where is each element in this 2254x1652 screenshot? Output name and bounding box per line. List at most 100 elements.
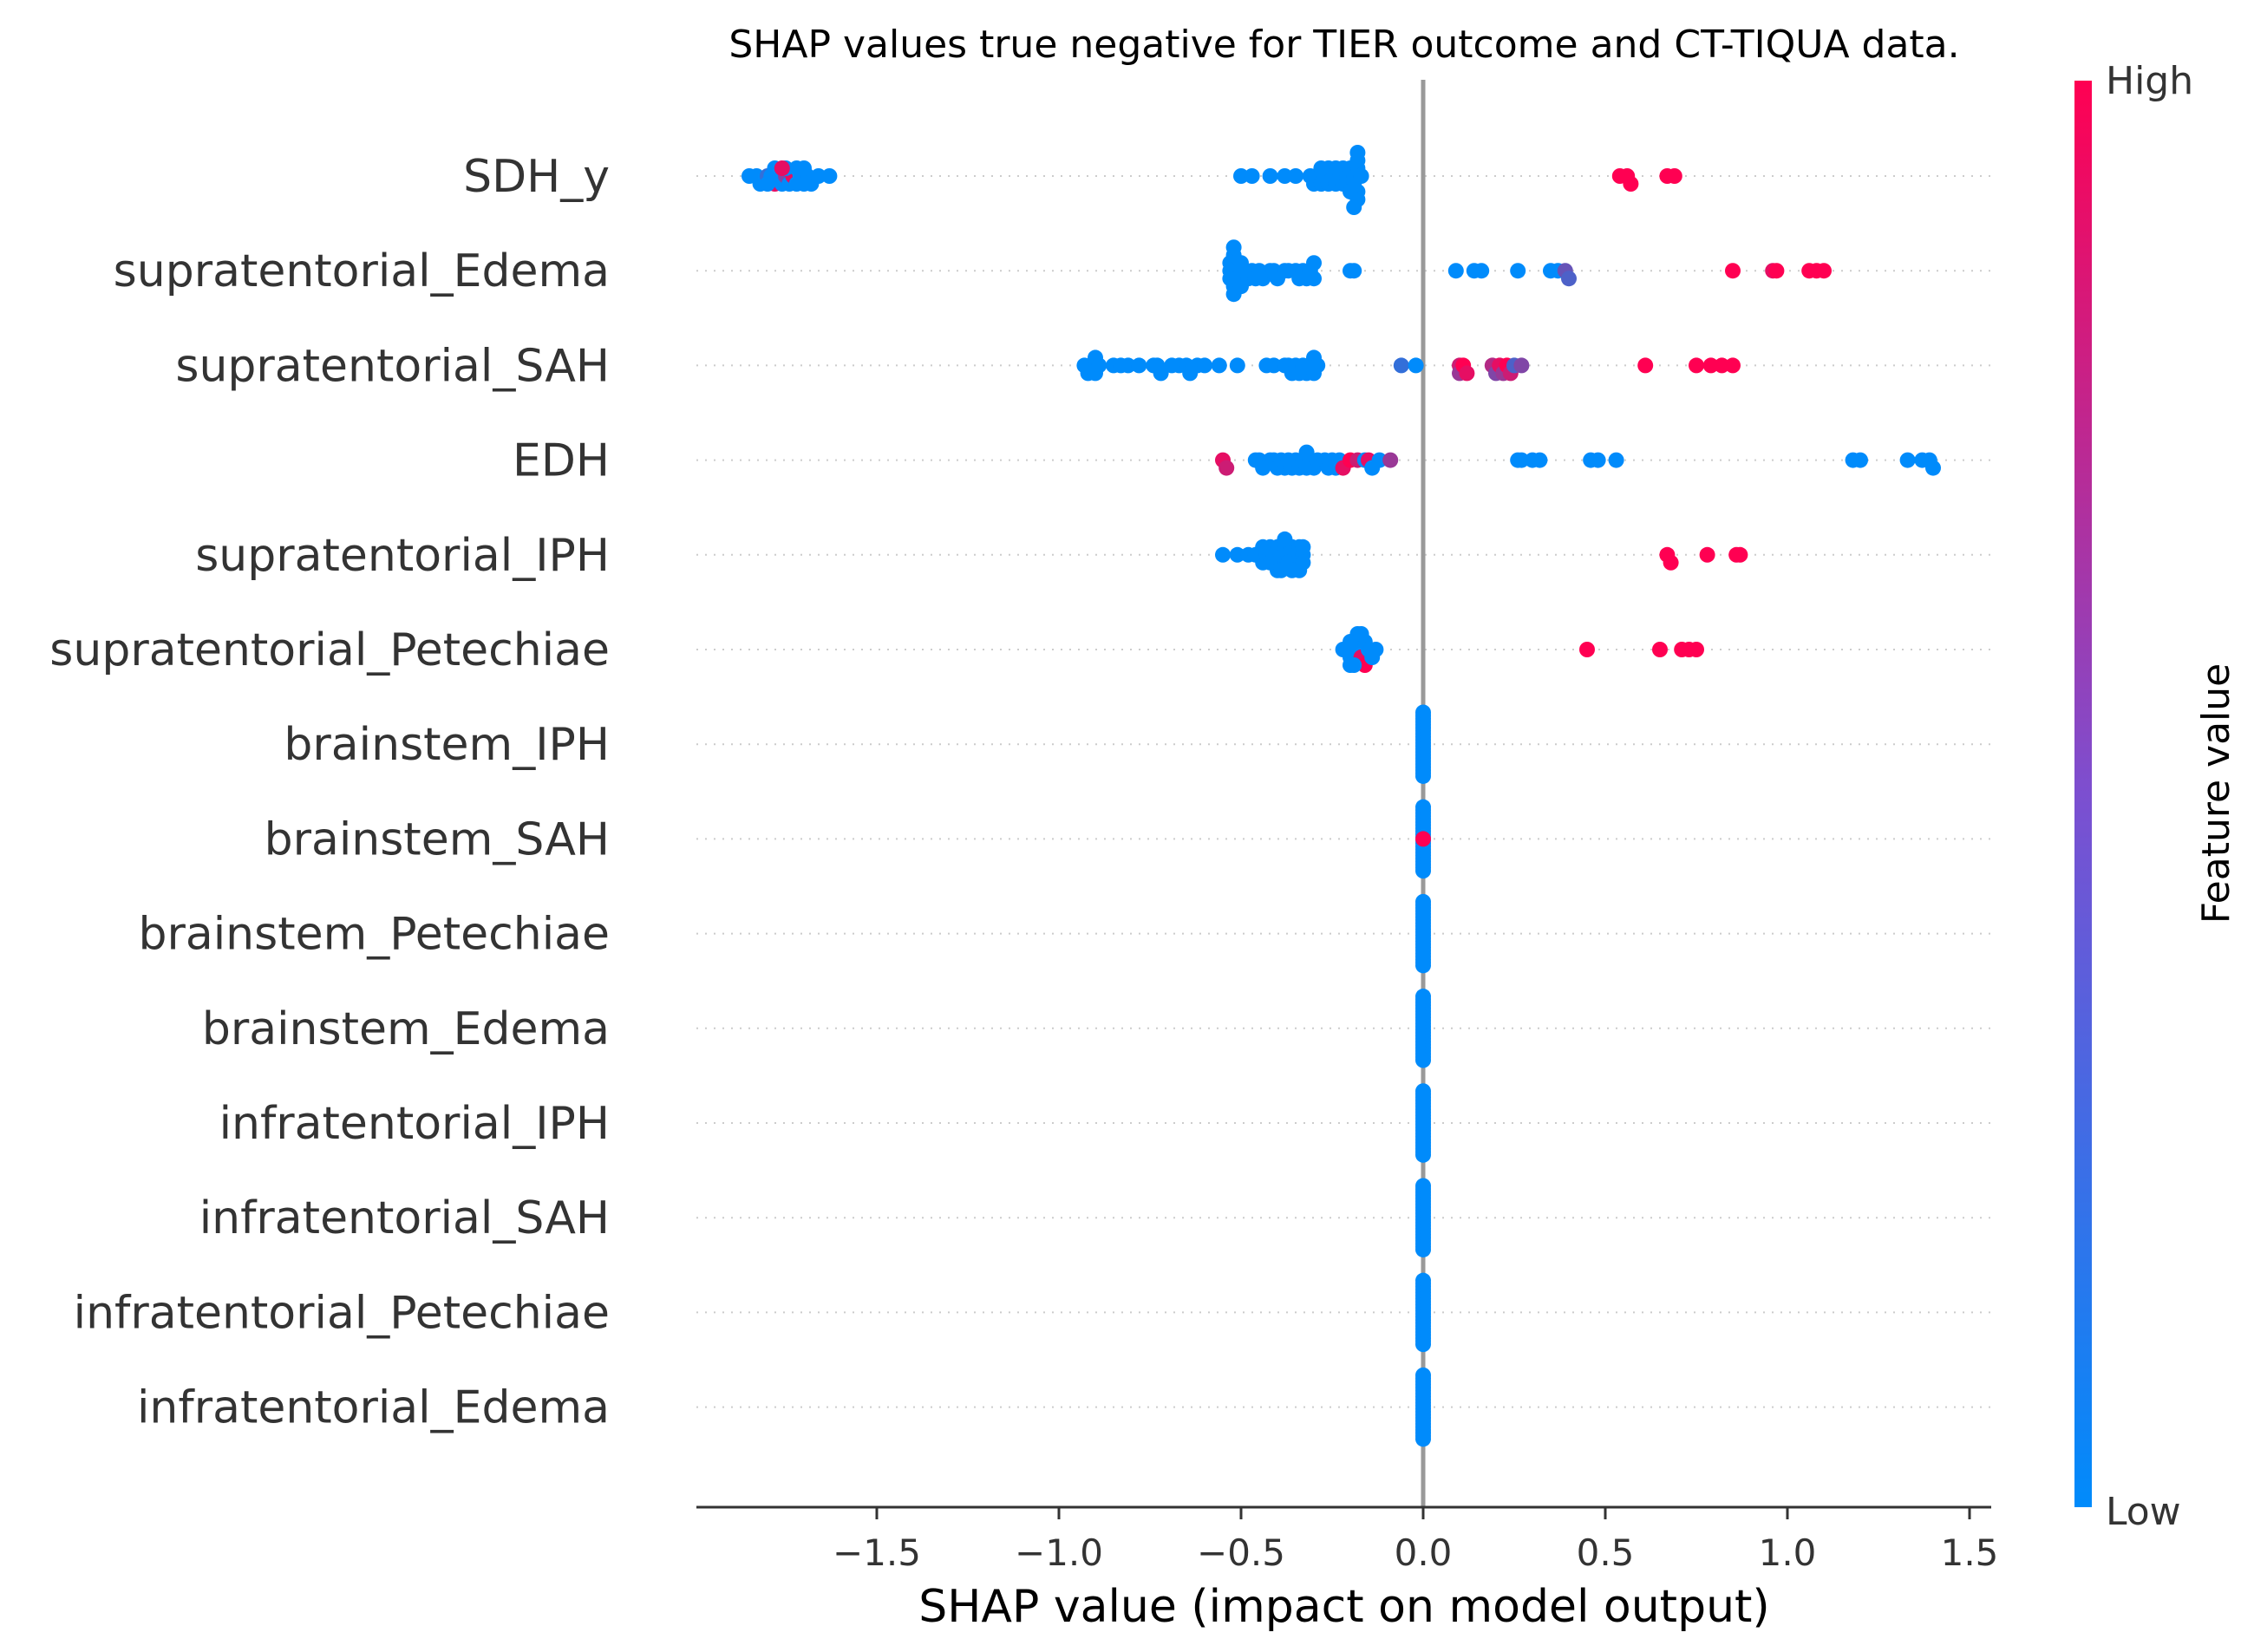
shap-point: [1368, 642, 1384, 657]
chart-title: SHAP values true negative for TIER outco…: [728, 23, 1959, 67]
colorbar-title: Feature value: [2194, 663, 2238, 924]
shap-point: [1310, 357, 1326, 374]
shap-point: [1393, 357, 1409, 374]
shap-point: [1714, 357, 1730, 374]
shap-point: [1295, 539, 1311, 555]
shap-point: [1131, 357, 1147, 374]
shap-point: [1262, 168, 1278, 184]
shap-point: [1313, 160, 1330, 176]
shap-point: [1265, 357, 1282, 374]
colorbar: [2074, 81, 2092, 1507]
feature-label: infratentorial_IPH: [219, 1098, 610, 1150]
shap-point: [1153, 365, 1169, 382]
feature-label: infratentorial_Edema: [137, 1382, 610, 1434]
shap-point: [1415, 863, 1431, 879]
shap-point: [1816, 263, 1832, 279]
colorbar-low-label: Low: [2106, 1490, 2181, 1534]
shap-point: [1225, 239, 1242, 256]
shap-point: [1768, 263, 1785, 279]
shap-point: [1473, 263, 1490, 279]
shap-point: [810, 168, 826, 184]
shap-point: [1447, 263, 1464, 279]
shap-point: [1561, 271, 1577, 287]
shap-point: [1277, 168, 1293, 184]
shap-point: [1343, 184, 1358, 199]
shap-point: [1725, 263, 1741, 279]
shap-point: [1510, 263, 1526, 279]
feature-label: EDH: [513, 435, 610, 487]
shap-point: [1899, 452, 1916, 468]
x-tick-label: −0.5: [1197, 1531, 1285, 1574]
shap-point: [1229, 546, 1245, 563]
shap-point: [1349, 145, 1366, 160]
colorbar-high-label: High: [2106, 59, 2193, 103]
shap-point: [1346, 199, 1362, 215]
x-tick-label: 0.5: [1577, 1531, 1635, 1574]
shap-point: [1215, 546, 1231, 563]
shap-point: [1229, 357, 1245, 374]
shap-point: [1346, 657, 1362, 673]
shap-point: [1415, 767, 1431, 784]
shap-point: [1513, 452, 1530, 468]
feature-label: supratentorial_SAH: [175, 340, 610, 392]
shap-point: [1623, 176, 1639, 192]
shap-point: [760, 176, 775, 192]
shap-point: [1353, 626, 1369, 642]
shap-point: [1346, 263, 1362, 279]
shap-point: [1608, 452, 1624, 468]
shap-point: [1382, 452, 1399, 468]
shap-point: [796, 160, 812, 176]
shap-points: [742, 145, 1941, 1447]
x-tick-label: −1.5: [833, 1531, 921, 1574]
x-tick-label: 1.5: [1941, 1531, 1999, 1574]
shap-point: [1702, 357, 1719, 374]
feature-label: brainstem_IPH: [284, 719, 610, 771]
shap-point: [1295, 554, 1311, 571]
shap-point: [1408, 357, 1424, 374]
shap-point: [1666, 168, 1682, 184]
shap-point: [1732, 546, 1748, 563]
x-axis-ticks: −1.5 −1.0 −0.5 0.0 0.5 1.0 1.5: [833, 1507, 1998, 1574]
shap-point: [1415, 1241, 1431, 1257]
shap-point: [1925, 460, 1941, 476]
shap-point: [1306, 271, 1322, 287]
shap-point: [1371, 452, 1388, 468]
feature-rows: SDH_y supratentorial_Edema supratentorial_…: [49, 151, 1991, 1434]
shap-point: [1288, 168, 1303, 184]
shap-point: [1725, 357, 1741, 374]
shap-point: [1255, 539, 1271, 555]
shap-point: [1211, 357, 1227, 374]
shap-point: [1353, 168, 1369, 184]
feature-label: supratentorial_Petechiae: [49, 624, 610, 676]
shap-point: [1091, 357, 1107, 374]
shap-point: [1532, 452, 1548, 468]
shap-point: [1415, 831, 1431, 847]
feature-label: brainstem_Petechiae: [138, 909, 610, 961]
shap-point: [1689, 357, 1704, 374]
shap-point: [1513, 357, 1530, 374]
shap-point: [1284, 562, 1300, 578]
shap-point: [1590, 452, 1606, 468]
feature-label: brainstem_Edema: [202, 1003, 610, 1055]
shap-point: [1415, 957, 1431, 974]
feature-label: supratentorial_IPH: [195, 530, 610, 582]
shap-point: [1415, 1431, 1431, 1447]
shap-point: [1244, 168, 1260, 184]
shap-point: [1277, 531, 1293, 547]
shap-point: [1415, 1336, 1431, 1353]
feature-label: infratentorial_Petechiae: [74, 1287, 610, 1339]
shap-point: [1273, 562, 1290, 578]
shap-point: [1197, 357, 1212, 374]
shap-point: [1415, 1052, 1431, 1068]
feature-label: supratentorial_Edema: [114, 245, 610, 297]
shap-point: [1852, 452, 1868, 468]
feature-label: brainstem_SAH: [265, 813, 610, 865]
shap-point: [1699, 546, 1715, 563]
x-tick-label: 0.0: [1395, 1531, 1453, 1574]
x-axis-label: SHAP value (impact on model output): [918, 1581, 1769, 1633]
shap-point: [1233, 168, 1249, 184]
shap-point: [1459, 365, 1475, 382]
shap-point: [1637, 357, 1654, 374]
shap-point: [1579, 642, 1595, 657]
